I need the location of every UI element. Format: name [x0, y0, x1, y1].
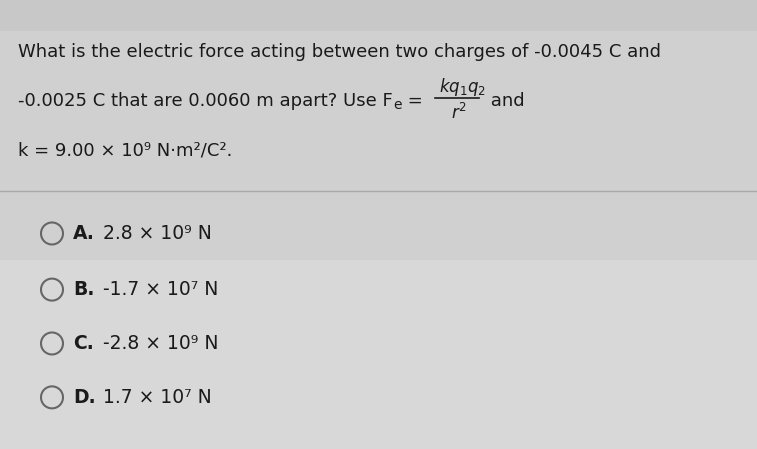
Text: k = 9.00 × 10⁹ N·m²/C².: k = 9.00 × 10⁹ N·m²/C².	[18, 141, 232, 159]
Text: What is the electric force acting between two charges of -0.0045 C and: What is the electric force acting betwee…	[18, 43, 661, 61]
Text: D.: D.	[73, 388, 95, 407]
Text: A.: A.	[73, 224, 95, 243]
Text: -1.7 × 10⁷ N: -1.7 × 10⁷ N	[97, 280, 218, 299]
Text: B.: B.	[73, 280, 95, 299]
Bar	[0, 0, 757, 31]
Text: -2.8 × 10⁹ N: -2.8 × 10⁹ N	[97, 334, 219, 353]
Text: =: =	[402, 92, 423, 110]
Text: e: e	[394, 98, 402, 112]
Text: $kq_1q_2$: $kq_1q_2$	[439, 76, 486, 98]
Text: 2.8 × 10⁹ N: 2.8 × 10⁹ N	[97, 224, 212, 243]
Text: 1.7 × 10⁷ N: 1.7 × 10⁷ N	[97, 388, 212, 407]
Text: $r^2$: $r^2$	[451, 103, 467, 123]
Text: -0.0025 C that are 0.0060 m apart? Use F: -0.0025 C that are 0.0060 m apart? Use F	[18, 92, 393, 110]
Text: and: and	[485, 92, 525, 110]
Text: C.: C.	[73, 334, 94, 353]
Bar	[0, 0, 757, 260]
